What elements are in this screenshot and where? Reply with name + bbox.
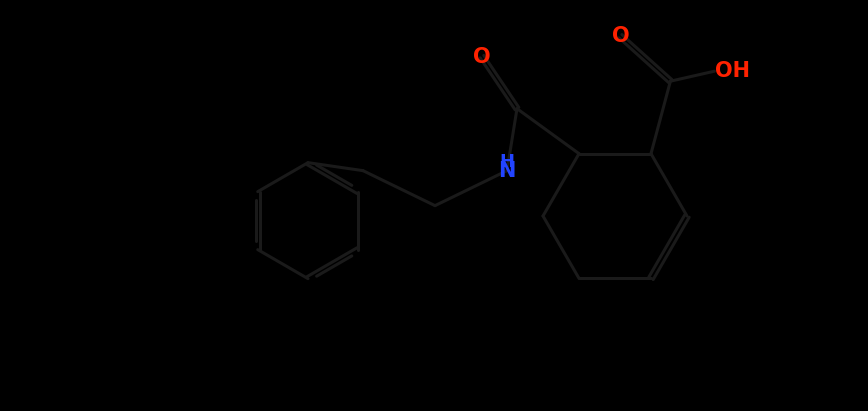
Text: H: H <box>499 152 515 171</box>
Text: O: O <box>473 46 490 67</box>
Text: O: O <box>612 26 629 46</box>
Text: N: N <box>498 161 516 181</box>
Text: OH: OH <box>715 61 750 81</box>
